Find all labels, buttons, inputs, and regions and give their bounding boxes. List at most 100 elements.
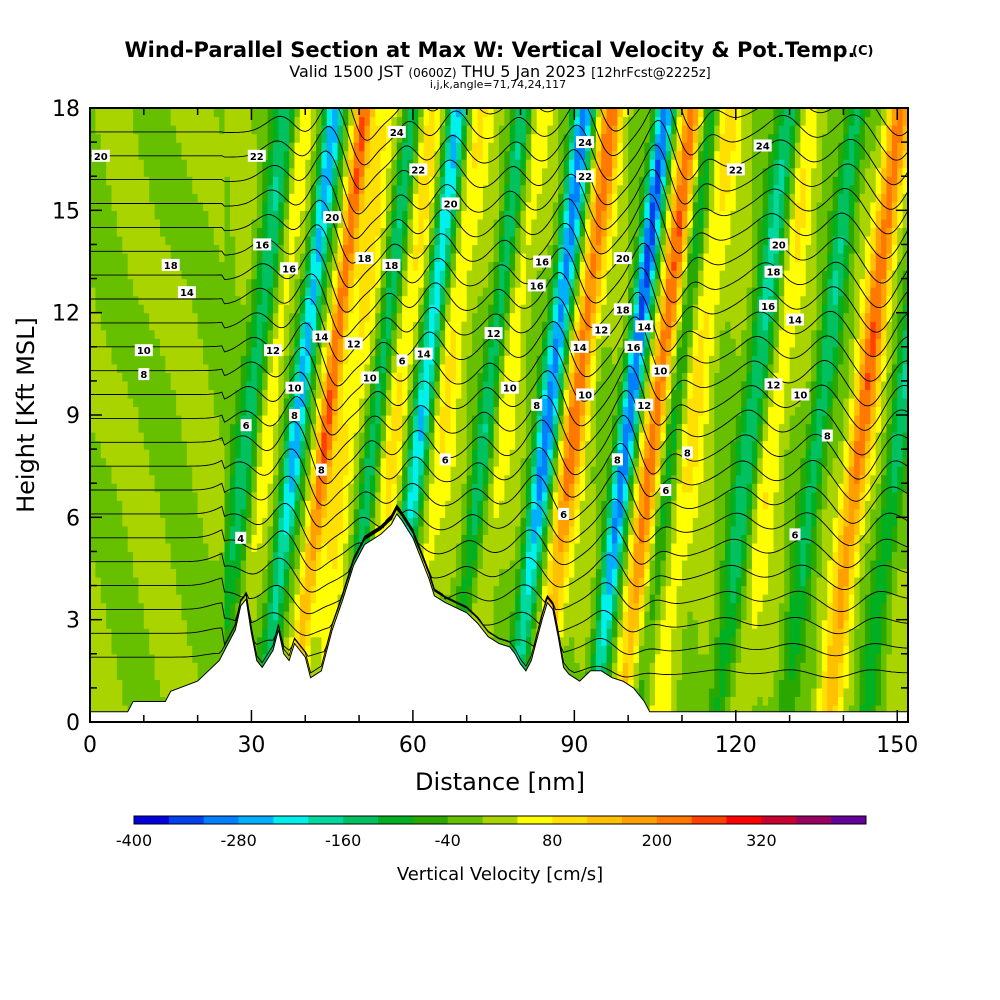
w-cell [192, 525, 199, 535]
w-cell [429, 568, 436, 578]
w-cell [272, 201, 279, 211]
w-cell [224, 517, 231, 527]
w-cell [186, 432, 193, 442]
w-cell [90, 483, 96, 493]
w-cell [235, 500, 242, 510]
w-cell [299, 235, 306, 246]
w-cell [418, 415, 425, 425]
w-cell [375, 338, 382, 348]
w-cell [310, 116, 317, 126]
w-cell [165, 449, 172, 459]
w-cell [186, 645, 193, 655]
w-cell [418, 108, 425, 118]
w-cell [100, 585, 107, 595]
w-cell [208, 218, 215, 228]
w-cell [385, 295, 392, 305]
w-cell [159, 466, 166, 476]
w-cell [418, 491, 425, 501]
w-cell [272, 559, 279, 570]
w-cell [203, 312, 209, 322]
w-cell [256, 619, 263, 629]
w-cell [208, 457, 215, 467]
w-cell [337, 551, 344, 561]
w-cell [445, 176, 452, 186]
w-cell [321, 423, 328, 433]
w-cell [90, 525, 96, 535]
w-cell [380, 108, 387, 118]
w-cell [111, 397, 118, 408]
w-cell [138, 636, 145, 646]
w-cell [326, 176, 333, 186]
w-cell [165, 218, 172, 228]
w-cell [165, 611, 172, 621]
w-cell [95, 602, 102, 612]
w-cell [385, 372, 392, 382]
w-cell [310, 619, 317, 629]
w-cell [299, 261, 306, 271]
w-cell [272, 594, 279, 604]
w-cell [149, 363, 156, 373]
w-cell [342, 389, 349, 399]
w-cell [127, 287, 134, 297]
w-cell [455, 363, 462, 373]
w-cell [375, 491, 382, 501]
w-cell [208, 210, 215, 220]
w-cell [143, 662, 150, 672]
w-cell [423, 423, 430, 433]
w-cell [122, 372, 129, 382]
w-cell [138, 304, 145, 314]
w-cell [316, 372, 323, 382]
w-cell [321, 474, 328, 484]
w-cell [407, 397, 414, 408]
w-cell [359, 457, 366, 467]
w-cell [106, 210, 113, 220]
w-cell [224, 551, 231, 561]
w-cell [224, 380, 231, 391]
w-cell [111, 150, 118, 160]
w-cell [133, 210, 140, 220]
w-cell [359, 270, 366, 280]
w-cell [283, 457, 290, 467]
w-cell [122, 449, 129, 459]
w-cell [251, 559, 258, 570]
w-cell [278, 278, 285, 288]
w-cell [170, 500, 177, 510]
w-cell [348, 159, 355, 169]
w-cell [294, 201, 301, 211]
w-cell [321, 440, 328, 450]
w-cell [95, 474, 102, 484]
w-cell [213, 568, 220, 578]
w-cell [127, 423, 134, 433]
w-cell [213, 483, 220, 493]
w-cell [154, 594, 161, 604]
w-cell [283, 628, 290, 638]
w-cell [429, 201, 436, 211]
w-cell [294, 184, 301, 194]
w-cell [111, 500, 118, 510]
w-cell [176, 559, 183, 570]
w-cell [391, 474, 398, 484]
w-cell [203, 517, 209, 527]
w-cell [240, 125, 247, 135]
w-cell [342, 500, 349, 510]
w-cell [229, 611, 236, 621]
w-cell [348, 440, 355, 450]
w-cell [369, 397, 376, 408]
w-cell [450, 218, 457, 228]
w-cell [192, 116, 199, 126]
w-cell [418, 500, 425, 510]
subtitle-date: THU 5 Jan 2023 [461, 62, 586, 81]
w-cell [122, 577, 129, 587]
w-cell [95, 338, 102, 348]
w-cell [337, 500, 344, 510]
w-cell [337, 508, 344, 518]
w-cell [326, 585, 333, 595]
w-cell [154, 244, 161, 254]
w-cell [369, 500, 376, 510]
w-cell [143, 270, 150, 280]
w-cell [246, 474, 253, 484]
w-cell [127, 252, 134, 263]
w-cell [224, 176, 231, 186]
w-cell [197, 559, 204, 570]
w-cell [106, 449, 113, 459]
